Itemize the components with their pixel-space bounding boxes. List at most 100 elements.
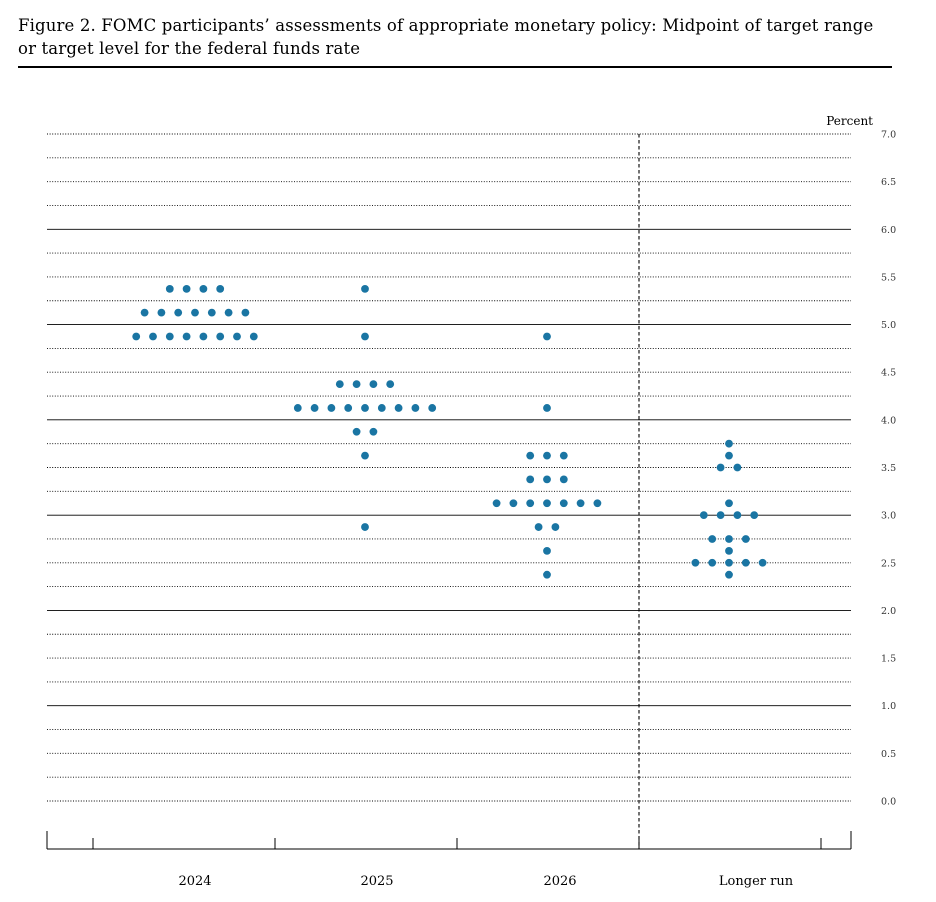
dot-2026 — [543, 451, 551, 460]
dot-2024 — [207, 308, 216, 317]
category-label: 2025 — [360, 874, 393, 889]
dot-2025 — [394, 404, 403, 412]
y-tick-label: 0.5 — [881, 749, 896, 760]
dot-longer-run — [733, 463, 742, 472]
dot-longer-run — [741, 535, 750, 543]
dot-2025 — [361, 284, 369, 293]
dot-2026 — [492, 499, 501, 508]
dot-2026 — [534, 523, 543, 531]
dot-2026 — [543, 570, 551, 579]
dot-longer-run — [708, 558, 717, 567]
dot-2024 — [191, 308, 199, 317]
y-axis-unit-label: Percent — [826, 114, 873, 128]
dot-2024 — [224, 308, 233, 317]
dot-2025 — [335, 380, 344, 389]
dot-2026 — [543, 475, 551, 484]
dot-longer-run — [725, 546, 733, 555]
dot-2024 — [165, 284, 174, 293]
y-tick-label: 5.5 — [881, 272, 896, 283]
dot-2026 — [526, 475, 535, 484]
dot-2026 — [543, 499, 551, 508]
dot-2026 — [543, 404, 551, 412]
dot-longer-run — [741, 558, 750, 567]
dot-2025 — [377, 404, 386, 412]
dot-2025 — [310, 404, 319, 412]
dot-2025 — [428, 404, 437, 412]
category-label: 2026 — [543, 874, 576, 889]
category-label: 2024 — [178, 874, 211, 889]
y-tick-label: 2.0 — [881, 606, 896, 617]
y-tick-labels: 0.0 0.5 1.0 1.5 2.0 2.5 3.0 3.5 4.0 4.5 5.0 5.5 6.0 6… — [881, 130, 896, 808]
dot-2025 — [369, 380, 378, 389]
dot-2026 — [559, 451, 568, 460]
dot-2024 — [249, 332, 258, 341]
dot-2025 — [361, 523, 369, 531]
dot-longer-run — [708, 535, 717, 543]
dot-2024 — [157, 308, 166, 317]
dot-2025 — [344, 404, 353, 412]
y-tick-label: 7.0 — [881, 130, 896, 141]
y-tick-label: 1.0 — [881, 701, 896, 712]
dot-2025 — [411, 404, 420, 412]
dot-longer-run — [725, 535, 733, 543]
category-labels: 2024 2025 2026 Longer run — [178, 874, 793, 889]
dot-2024 — [182, 284, 191, 293]
figure-title-line-2: or target level for the federal funds ra… — [18, 39, 361, 58]
title-rule — [18, 66, 892, 68]
dot-2025 — [369, 427, 378, 436]
dot-2026 — [559, 475, 568, 484]
y-tick-label: 1.5 — [881, 654, 896, 665]
y-tick-label: 6.5 — [881, 177, 896, 188]
dot-2026 — [576, 499, 585, 508]
dot-2025 — [352, 380, 361, 389]
y-tick-label: 5.0 — [881, 320, 896, 331]
dot-2025 — [361, 451, 369, 460]
dot-longer-run — [750, 511, 759, 520]
dot-2026 — [509, 499, 518, 508]
dot-longer-run — [758, 558, 767, 567]
dot-2024 — [182, 332, 191, 341]
category-label: Longer run — [719, 874, 794, 889]
dot-2025 — [361, 332, 369, 341]
dot-longer-run — [725, 499, 733, 508]
dot-2025 — [293, 404, 302, 412]
y-tick-label: 0.0 — [881, 797, 896, 808]
dot-2024 — [216, 332, 225, 341]
dot-longer-run — [716, 511, 725, 520]
x-axis — [46, 831, 852, 850]
dot-2024 — [149, 332, 157, 341]
dot-2026 — [551, 523, 560, 531]
dot-2024 — [199, 332, 208, 341]
dot-2026 — [543, 332, 551, 341]
dot-2026 — [593, 499, 602, 508]
figure-title-line-1: Figure 2. FOMC participants’ assessments… — [18, 16, 874, 35]
dot-longer-run — [725, 570, 733, 579]
y-tick-label: 2.5 — [881, 558, 896, 569]
dot-2025 — [361, 404, 369, 412]
dot-longer-run — [691, 558, 700, 567]
dot-longer-run — [725, 451, 733, 460]
dot-2024 — [174, 308, 183, 317]
dot-2026 — [559, 499, 568, 508]
dot-2024 — [233, 332, 241, 341]
y-tick-label: 4.5 — [881, 368, 896, 379]
dot-2024 — [165, 332, 174, 341]
dot-2024 — [140, 308, 149, 317]
dot-2026 — [543, 546, 551, 555]
dot-2025 — [386, 380, 395, 389]
y-tick-label: 4.0 — [881, 415, 896, 426]
dots — [132, 284, 767, 579]
dot-2024 — [216, 284, 225, 293]
dot-2026 — [526, 451, 535, 460]
figure-title: Figure 2. FOMC participants’ assessments… — [18, 14, 892, 60]
dot-2024 — [199, 284, 208, 293]
dot-longer-run — [725, 558, 733, 567]
dot-2025 — [352, 427, 361, 436]
dot-longer-run — [716, 463, 725, 472]
dot-2025 — [327, 404, 336, 412]
dot-2024 — [241, 308, 250, 317]
dot-longer-run — [699, 511, 708, 520]
y-tick-label: 6.0 — [881, 225, 896, 236]
dot-longer-run — [733, 511, 742, 520]
